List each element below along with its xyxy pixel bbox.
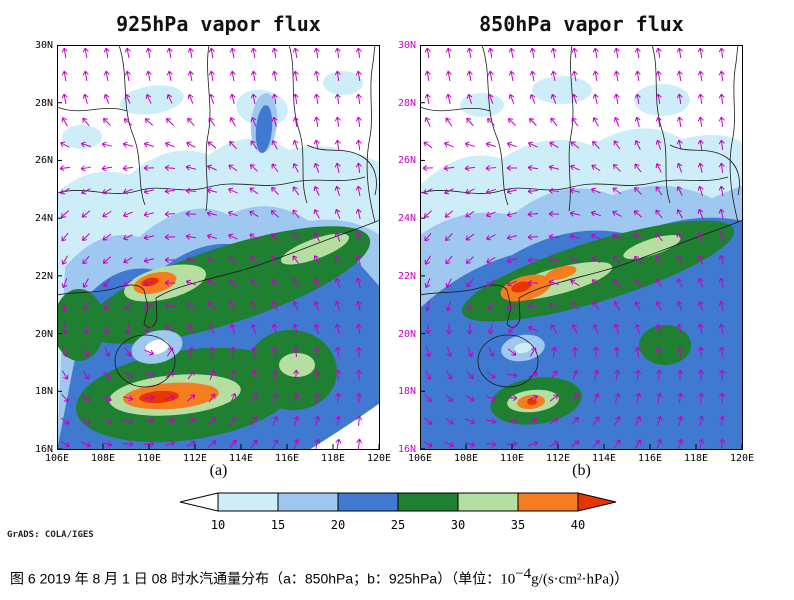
colorbar-level-label: 20: [330, 518, 346, 532]
lat-tick-label: 18N: [397, 386, 416, 398]
vector-arrows: [422, 47, 726, 450]
lon-tick-label: 118E: [320, 453, 346, 464]
lon-tick-label: 112E: [182, 453, 208, 464]
panel-b-canvas: [420, 45, 743, 450]
lat-tick-label: 22N: [34, 270, 53, 282]
colorbar-level-label: 30: [450, 518, 466, 532]
panel-b-title: 850hPa vapor flux: [479, 12, 684, 36]
colorbar-level-label: 40: [570, 518, 586, 532]
colorbar-level-label: 25: [390, 518, 406, 532]
lat-tick-label: 20N: [34, 328, 53, 340]
vector-arrows: [59, 47, 363, 450]
lat-tick-label: 16N: [397, 444, 416, 455]
lat-tick-label: 28N: [34, 97, 53, 109]
figure-caption: 图 6 2019 年 8 月 1 日 08 时水汽通量分布（a：850hPa；b…: [10, 566, 788, 589]
colorbar-level-label: 10: [210, 518, 226, 532]
lon-tick-label: 110E: [136, 453, 162, 464]
lon-tick-label: 112E: [545, 453, 571, 464]
colorbar-labels: 10 15 20 25 30 35 40: [178, 517, 618, 533]
lat-tick-label: 24N: [397, 213, 416, 225]
lat-tick-label: 18N: [34, 386, 53, 398]
lon-tick-label: 110E: [499, 453, 525, 464]
panel-a-title: 925hPa vapor flux: [116, 12, 321, 36]
caption-unit-exponent: −4: [515, 566, 532, 582]
lat-tick-label: 30N: [397, 40, 416, 51]
lon-tick-label: 114E: [591, 453, 617, 464]
lon-tick-label: 120E: [366, 453, 392, 464]
colorbar-level-label: 35: [510, 518, 526, 532]
lat-tick-label: 30N: [34, 40, 53, 51]
colorbar-canvas: [179, 492, 617, 512]
panel-b-label: (b): [572, 462, 591, 479]
panel-a-canvas: [57, 45, 380, 450]
lat-tick-label: 24N: [34, 213, 53, 225]
panel-b-map: 30N 28N 26N 24N 22N 20N 18N 16N 106E 108E 110E 112E…: [398, 40, 754, 464]
lon-tick-label: 120E: [729, 453, 755, 464]
lat-tick-label: 28N: [397, 97, 416, 109]
lat-tick-label: 26N: [34, 155, 53, 167]
colorbar-level-label: 15: [270, 518, 286, 532]
lat-tick-label: 20N: [397, 328, 416, 340]
panel-a-map: 30N 28N 26N 24N 22N 20N 18N 16N 106E 108E 110E 112E…: [35, 40, 391, 464]
lon-tick-label: 116E: [637, 453, 663, 464]
map-boundaries: [57, 45, 380, 388]
lat-tick-label: 16N: [34, 444, 53, 455]
panel-a-label: (a): [209, 462, 228, 479]
lon-tick-label: 116E: [274, 453, 300, 464]
lon-tick-label: 114E: [228, 453, 254, 464]
grads-credit: GrADS: COLA/IGES: [7, 530, 94, 540]
colorbar: 10 15 20 25 30 35 40: [178, 492, 618, 533]
caption-text: 图 6 2019 年 8 月 1 日 08 时水汽通量分布（a：850hPa；b…: [10, 570, 501, 587]
lon-tick-label: 118E: [683, 453, 709, 464]
lat-tick-label: 26N: [397, 155, 416, 167]
lon-tick-label: 108E: [453, 453, 479, 464]
caption-unit-base: 10: [500, 571, 516, 588]
lon-tick-label: 106E: [407, 453, 433, 464]
lon-tick-label: 108E: [90, 453, 116, 464]
lat-tick-label: 22N: [397, 270, 416, 282]
caption-unit-after: g/(s·cm²·hPa)）: [531, 571, 629, 588]
lon-tick-label: 106E: [44, 453, 70, 464]
